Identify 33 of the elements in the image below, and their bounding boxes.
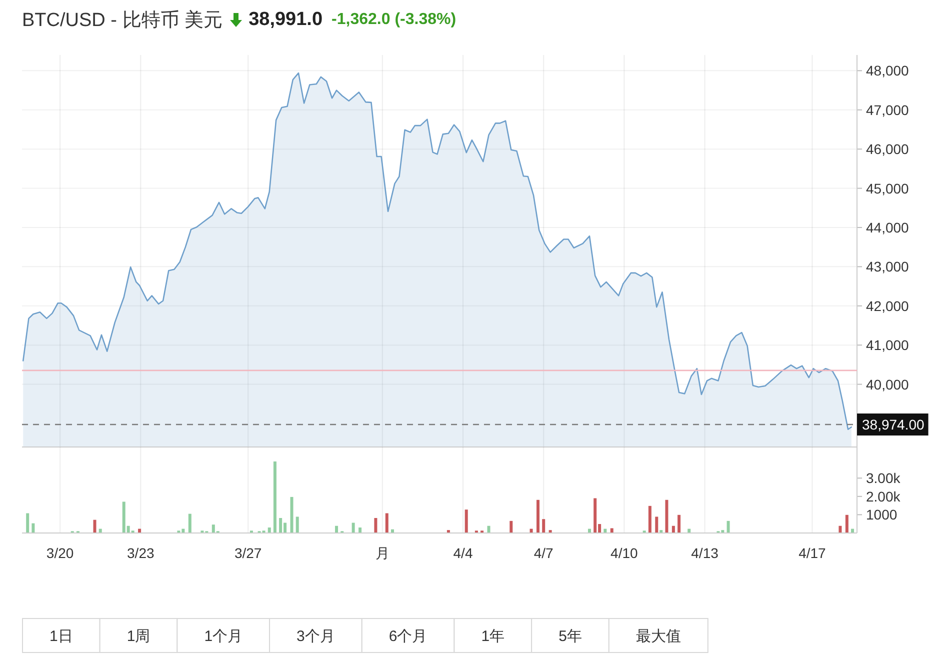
y-tick-label: 42,000 bbox=[866, 298, 910, 314]
x-tick-label: 3/23 bbox=[127, 545, 154, 561]
x-tick-label: 3/20 bbox=[46, 545, 74, 561]
y-tick-label: 40,000 bbox=[866, 376, 910, 392]
x-tick-label: 4/4 bbox=[453, 545, 473, 561]
text: 5年 bbox=[558, 628, 582, 645]
chart-title: BTC/USD - 比特币 美元 bbox=[22, 8, 223, 33]
text: 最大值 bbox=[636, 628, 681, 645]
y-tick-label: 48,000 bbox=[866, 62, 910, 79]
text: 1日 bbox=[50, 628, 73, 645]
y-tick-label: 43,000 bbox=[866, 258, 910, 275]
text: 1周 bbox=[126, 628, 150, 645]
y-tick-label: 47,000 bbox=[866, 102, 910, 118]
text: 6个月 bbox=[388, 628, 428, 645]
y-tick-label: 44,000 bbox=[866, 219, 910, 236]
text: 1个月 bbox=[204, 628, 243, 645]
text: 3个月 bbox=[296, 628, 335, 645]
x-tick-label: 4/7 bbox=[534, 545, 554, 561]
chart-subtitle: 38,991.0 bbox=[248, 9, 323, 31]
ref-line-label: 38,974.00 bbox=[862, 416, 924, 432]
y-tick-label: 46,000 bbox=[866, 141, 910, 158]
y-tick-label: 1000 bbox=[866, 506, 898, 523]
text: -1,362.0 (-3.38%) bbox=[332, 11, 456, 29]
x-tick-label: 3/27 bbox=[234, 545, 262, 561]
x-tick-label: 4/10 bbox=[610, 545, 638, 561]
y-tick-label: 41,000 bbox=[866, 337, 910, 354]
x-tick-label: 月 bbox=[375, 545, 390, 561]
x-tick-label: 4/13 bbox=[691, 545, 719, 561]
text: 1年 bbox=[481, 628, 505, 645]
x-tick-label: 4/17 bbox=[798, 545, 826, 561]
y-tick-label: 3.00k bbox=[866, 470, 902, 486]
y-tick-label: 2.00k bbox=[866, 488, 902, 504]
y-tick-label: 45,000 bbox=[866, 180, 910, 196]
